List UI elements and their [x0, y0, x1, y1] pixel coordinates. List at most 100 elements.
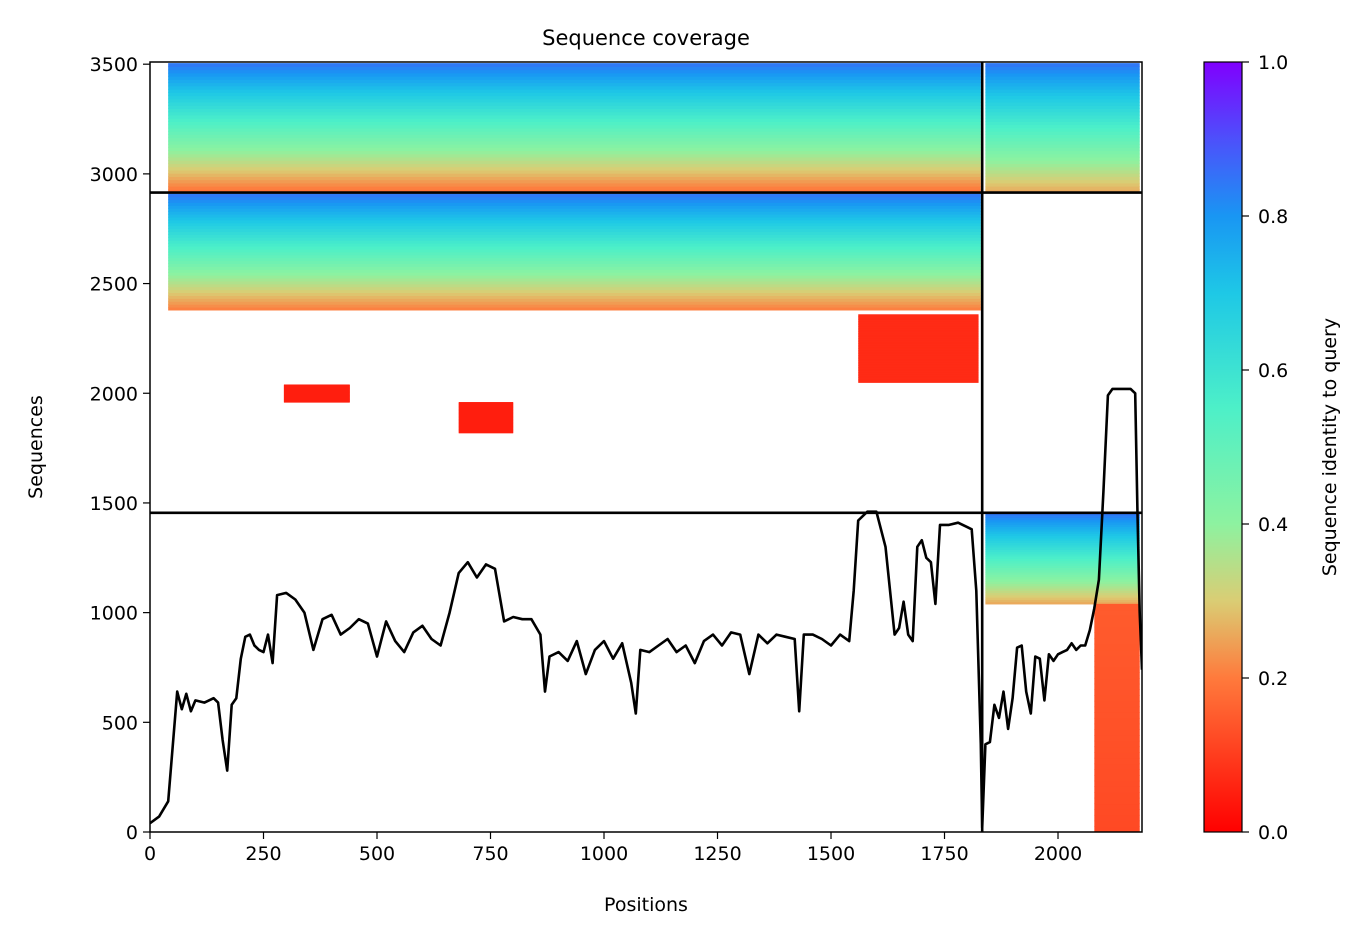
heatmap-band [858, 349, 979, 353]
y-tick-label: 2000 [90, 383, 138, 405]
heatmap-band [458, 425, 514, 427]
heatmap-band [168, 196, 981, 201]
heatmap-band [1094, 678, 1140, 685]
heatmap-band [985, 176, 1140, 181]
heatmap-band [985, 124, 1140, 129]
heatmap-band [168, 111, 981, 116]
heatmap-band [168, 98, 981, 103]
heatmap-band [458, 425, 514, 428]
heatmap-band [985, 578, 1140, 582]
heatmap-band [1094, 666, 1140, 673]
heatmap-band [985, 85, 1140, 90]
heatmap-band [985, 182, 1140, 187]
heatmap-band [168, 225, 981, 230]
y-tick-label: 2500 [90, 274, 138, 296]
heatmap-band [168, 251, 981, 256]
heatmap-band [458, 431, 514, 434]
heatmap-band [985, 140, 1140, 145]
colorbar-ticks: 0.0 0.2 0.4 0.6 0.8 1.0 [1242, 52, 1288, 844]
heatmap-band [1094, 683, 1140, 691]
heatmap-band [1094, 609, 1140, 616]
heatmap-band [985, 524, 1140, 528]
heatmap-band [168, 156, 981, 161]
heatmap-band [1094, 740, 1140, 748]
heatmap-band [168, 263, 981, 267]
heatmap-band [458, 422, 514, 425]
heatmap-band [168, 88, 981, 93]
heatmap-block [985, 63, 1140, 194]
heatmap-band [1094, 763, 1140, 770]
coverage-line-layer [150, 387, 1142, 829]
x-tick-label: 1250 [693, 843, 741, 865]
heatmap-band [168, 173, 981, 177]
heatmap-band [985, 597, 1140, 600]
heatmap-band [858, 331, 979, 334]
x-tick-label: 0 [144, 843, 156, 865]
x-tick-label: 2000 [1034, 843, 1082, 865]
heatmap-band [858, 361, 979, 365]
heatmap-band [985, 121, 1140, 126]
heatmap-band [1094, 729, 1140, 736]
heatmap-band [168, 127, 981, 132]
heatmap-band [985, 521, 1140, 525]
heatmap-band [858, 363, 979, 366]
heatmap-band [1094, 769, 1140, 776]
heatmap-band [985, 567, 1140, 571]
heatmap-band [168, 211, 981, 215]
heatmap-band [1094, 660, 1140, 668]
colorbar-tick-label: 0.0 [1258, 822, 1288, 844]
heatmap-band [168, 240, 981, 244]
heatmap-band [458, 424, 514, 426]
heatmap-band [985, 601, 1140, 605]
heatmap-band [858, 338, 979, 341]
heatmap-band [168, 189, 981, 194]
heatmap-block [168, 193, 981, 311]
heatmap-band [985, 562, 1140, 566]
heatmap-band [168, 76, 981, 80]
heatmap-band [985, 173, 1140, 177]
heatmap-band [168, 306, 981, 311]
heatmap-band [168, 243, 981, 247]
heatmap-band [985, 186, 1140, 190]
heatmap-band [1094, 757, 1140, 765]
heatmap-band [458, 411, 514, 413]
heatmap-band [858, 315, 979, 319]
heatmap-band [458, 415, 514, 418]
y-axis-label: Sequences [25, 395, 47, 499]
heatmap-band [985, 546, 1140, 550]
heatmap-band [168, 222, 981, 227]
heatmap-band [858, 324, 979, 327]
heatmap-band [168, 248, 981, 253]
heatmap-band [858, 370, 979, 373]
heatmap-band [458, 429, 514, 432]
heatmap-band [168, 92, 981, 97]
heatmap-band [858, 380, 979, 383]
heatmap-band [858, 377, 979, 380]
heatmap-band [1094, 746, 1140, 753]
y-tick-label: 1500 [90, 493, 138, 515]
heatmap-band [985, 581, 1140, 584]
heatmap-band [985, 576, 1140, 580]
heatmap-band [985, 537, 1140, 541]
heatmap-band [985, 519, 1140, 523]
heatmap-band [458, 407, 514, 409]
heatmap-band [458, 408, 514, 410]
heatmap-block [858, 314, 979, 383]
heatmap-band [985, 147, 1140, 152]
heatmap-band [168, 292, 981, 296]
heatmap-band [168, 219, 981, 224]
heatmap-band [858, 343, 979, 346]
colorbar-tick-label: 0.2 [1258, 668, 1288, 690]
heatmap-band [168, 82, 981, 87]
heatmap-band [985, 560, 1140, 564]
heatmap-band [985, 153, 1140, 158]
heatmap-band [168, 140, 981, 145]
heatmap-band [168, 186, 981, 190]
colorbar-tick-label: 0.4 [1258, 514, 1288, 536]
heatmap-block [985, 512, 1140, 605]
heatmap-band [458, 418, 514, 421]
heatmap-band [858, 332, 979, 336]
heatmap-band [168, 231, 981, 235]
heatmap-band [168, 160, 981, 165]
heatmap-band [1094, 649, 1140, 656]
